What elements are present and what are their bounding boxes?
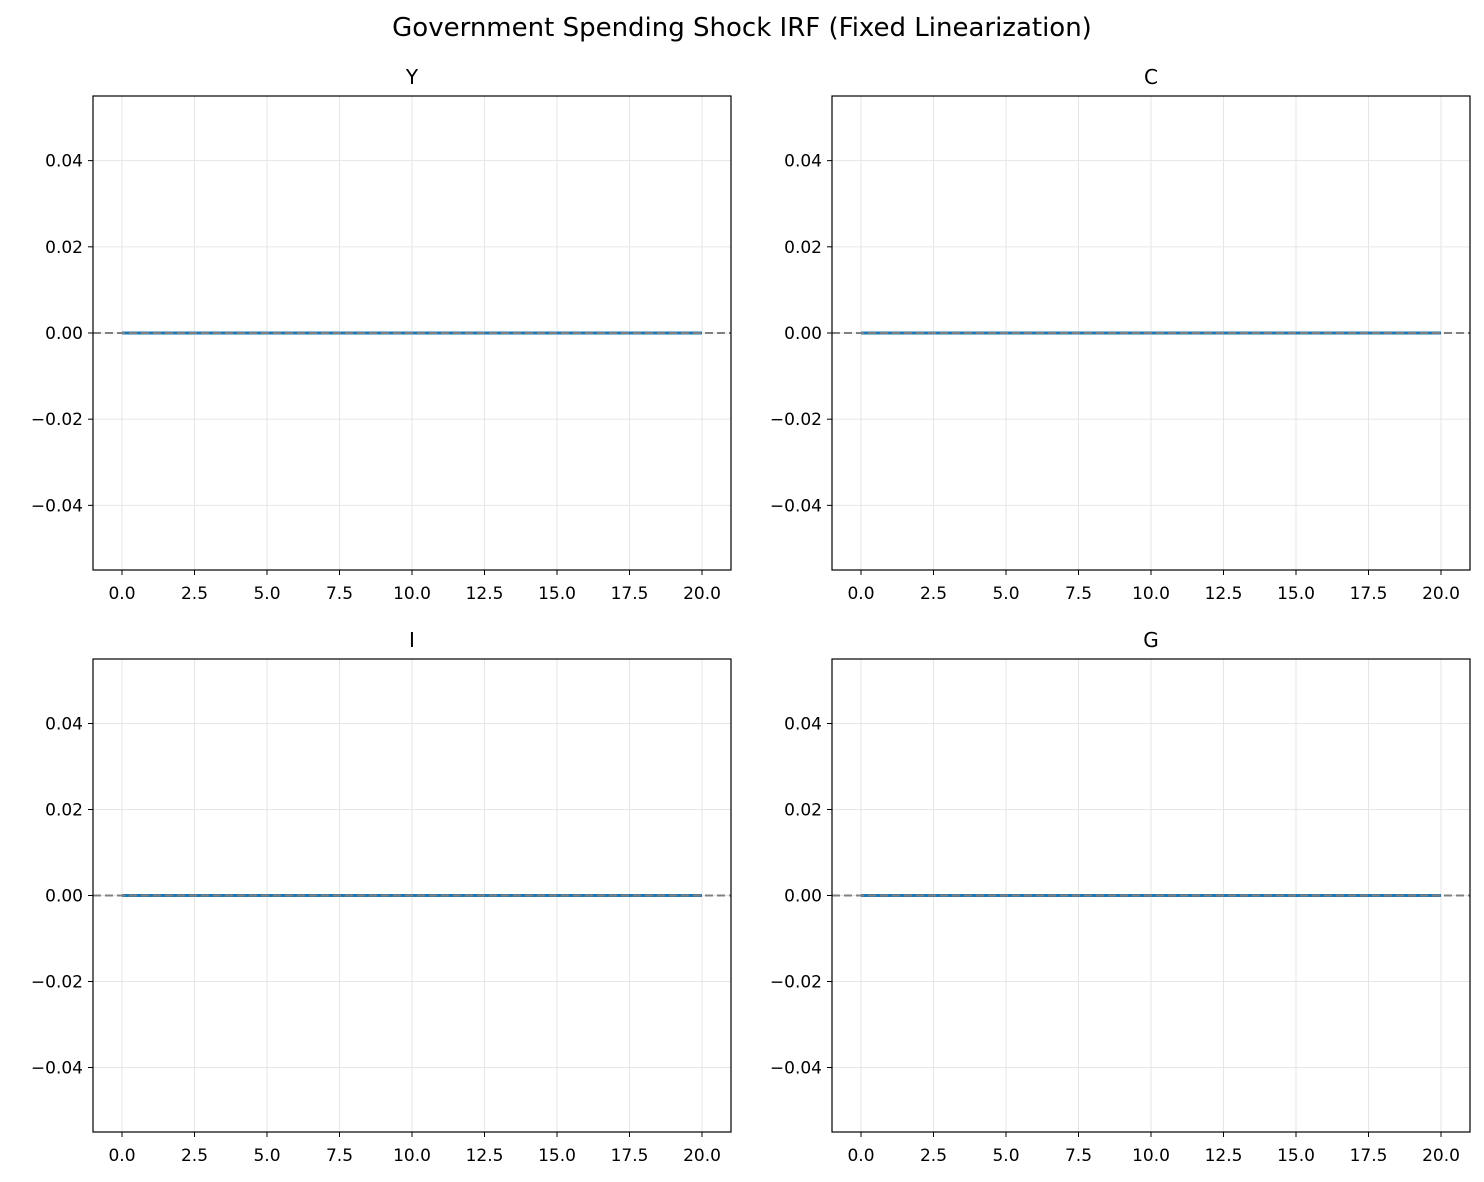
y-tick-label: −0.04 [31,496,83,516]
x-tick-label: 7.5 [326,584,353,604]
x-tick-label: 15.0 [538,584,576,604]
y-tick-label: 0.04 [45,715,83,735]
y-tick-label: −0.04 [770,1059,822,1079]
subplot-i: 0.0 2.5 5.0 7.5 10.0 12.5 15.0 17.5 20.0 −0.04 −0.… [31,628,732,1166]
subplot-title: G [1143,628,1159,652]
x-tick-label: 20.0 [1422,584,1460,604]
x-tick-label: 12.5 [466,1146,504,1166]
subplot-title: Y [405,65,419,89]
x-tick-label: 10.0 [393,1146,431,1166]
x-tick-label: 17.5 [611,584,649,604]
y-tick-label: −0.02 [770,973,822,993]
x-tick-label: 5.0 [992,1146,1019,1166]
x-tick-label: 5.0 [992,584,1019,604]
y-tick-label: 0.02 [45,801,83,821]
y-tick-label: 0.04 [784,152,822,172]
x-tick-label: 20.0 [1422,1146,1460,1166]
x-tick-label: 17.5 [1350,584,1388,604]
x-tick-label: 20.0 [683,584,721,604]
x-tick-label: 5.0 [253,584,280,604]
x-tick-label: 17.5 [611,1146,649,1166]
x-tick-label: 12.5 [1205,1146,1243,1166]
subplot-grid: 0.0 2.5 5.0 7.5 10.0 12.5 15.0 17.5 20.0 −0.04 −0.… [31,65,1471,1166]
x-tick-label: 10.0 [1132,584,1170,604]
x-tick-label: 0.0 [108,584,135,604]
x-tick-label: 10.0 [1132,1146,1170,1166]
y-tick-label: 0.04 [45,152,83,172]
x-tick-label: 15.0 [538,1146,576,1166]
x-tick-label: 7.5 [326,1146,353,1166]
x-tick-label: 7.5 [1065,584,1092,604]
subplot-g: 0.0 2.5 5.0 7.5 10.0 12.5 15.0 17.5 20.0 −0.04 −0.… [770,628,1471,1166]
subplot-c: 0.0 2.5 5.0 7.5 10.0 12.5 15.0 17.5 20.0 −0.04 −0.… [770,65,1471,604]
y-tick-label: −0.02 [31,973,83,993]
x-tick-label: 15.0 [1277,584,1315,604]
x-tick-label: 10.0 [393,584,431,604]
y-tick-label: 0.00 [784,887,822,907]
y-tick-label: 0.02 [784,238,822,258]
x-tick-label: 2.5 [920,1146,947,1166]
x-tick-label: 12.5 [1205,584,1243,604]
x-tick-label: 2.5 [920,584,947,604]
x-tick-label: 0.0 [847,1146,874,1166]
y-tick-label: 0.02 [45,238,83,258]
y-tick-label: −0.02 [770,410,822,430]
y-tick-label: 0.04 [784,715,822,735]
figure-title: Government Spending Shock IRF (Fixed Lin… [392,13,1092,43]
subplot-y: 0.0 2.5 5.0 7.5 10.0 12.5 15.0 17.5 20.0 −0.04 −0.… [31,65,732,604]
x-tick-label: 20.0 [683,1146,721,1166]
y-tick-label: 0.00 [45,887,83,907]
x-tick-label: 15.0 [1277,1146,1315,1166]
subplot-title: I [409,628,415,652]
x-tick-label: 2.5 [181,584,208,604]
x-tick-label: 0.0 [108,1146,135,1166]
y-tick-label: −0.04 [31,1059,83,1079]
x-tick-label: 0.0 [847,584,874,604]
x-tick-label: 17.5 [1350,1146,1388,1166]
subplot-title: C [1144,65,1158,89]
x-tick-label: 2.5 [181,1146,208,1166]
y-tick-label: 0.00 [45,324,83,344]
y-tick-label: 0.00 [784,324,822,344]
x-tick-label: 5.0 [253,1146,280,1166]
x-tick-label: 12.5 [466,584,504,604]
y-tick-label: 0.02 [784,801,822,821]
y-tick-label: −0.04 [770,496,822,516]
y-tick-label: −0.02 [31,410,83,430]
x-tick-label: 7.5 [1065,1146,1092,1166]
